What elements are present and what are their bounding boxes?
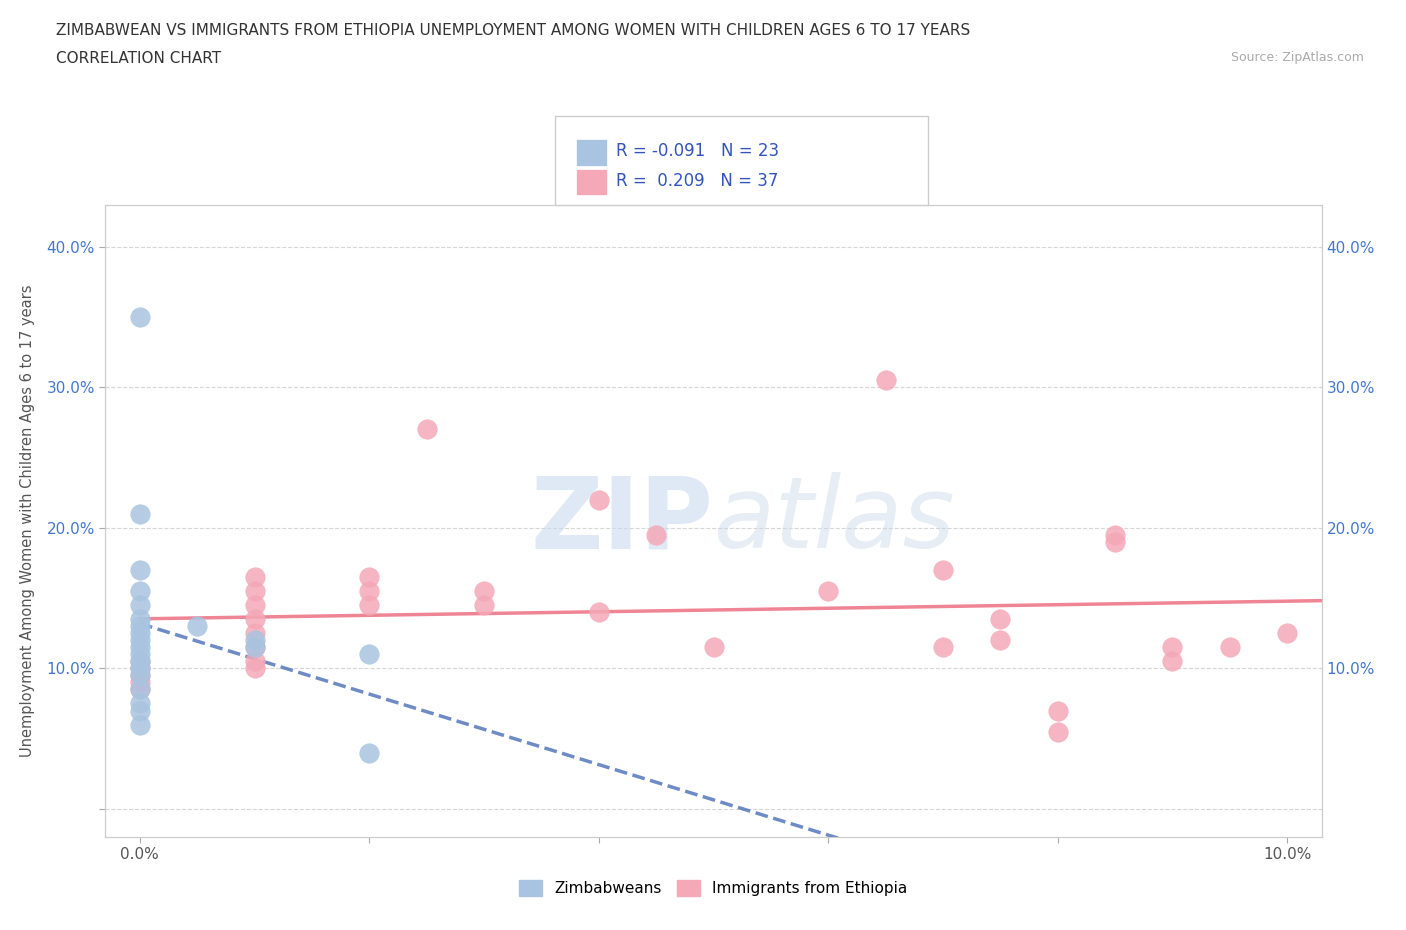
Text: ZIP: ZIP bbox=[530, 472, 713, 569]
Text: ZIMBABWEAN VS IMMIGRANTS FROM ETHIOPIA UNEMPLOYMENT AMONG WOMEN WITH CHILDREN AG: ZIMBABWEAN VS IMMIGRANTS FROM ETHIOPIA U… bbox=[56, 23, 970, 38]
Point bbox=[243, 661, 266, 676]
Point bbox=[128, 598, 150, 613]
Point bbox=[588, 492, 610, 507]
Point bbox=[128, 310, 150, 325]
Point bbox=[128, 584, 150, 599]
Point bbox=[128, 675, 150, 690]
Text: R =  0.209   N = 37: R = 0.209 N = 37 bbox=[616, 172, 778, 191]
Legend: Zimbabweans, Immigrants from Ethiopia: Zimbabweans, Immigrants from Ethiopia bbox=[513, 874, 914, 902]
Point bbox=[645, 527, 668, 542]
Point bbox=[128, 618, 150, 633]
Point bbox=[472, 598, 495, 613]
Point bbox=[128, 654, 150, 669]
Point bbox=[990, 632, 1012, 647]
Point bbox=[1219, 640, 1241, 655]
Text: CORRELATION CHART: CORRELATION CHART bbox=[56, 51, 221, 66]
Point bbox=[243, 569, 266, 584]
Point bbox=[1161, 640, 1184, 655]
Point bbox=[359, 745, 381, 760]
Point bbox=[128, 654, 150, 669]
Point bbox=[817, 584, 839, 599]
Point bbox=[1104, 527, 1126, 542]
Point bbox=[128, 563, 150, 578]
Point bbox=[243, 632, 266, 647]
Point bbox=[128, 661, 150, 676]
Point bbox=[128, 717, 150, 732]
Point bbox=[243, 626, 266, 641]
Point bbox=[243, 640, 266, 655]
Point bbox=[128, 640, 150, 655]
Point bbox=[128, 626, 150, 641]
Text: atlas: atlas bbox=[713, 472, 955, 569]
Point bbox=[243, 598, 266, 613]
Point bbox=[243, 640, 266, 655]
Text: R = -0.091   N = 23: R = -0.091 N = 23 bbox=[616, 141, 779, 160]
Point bbox=[128, 703, 150, 718]
Point bbox=[359, 598, 381, 613]
Point bbox=[128, 661, 150, 676]
Point bbox=[932, 640, 955, 655]
Point bbox=[128, 668, 150, 683]
Point bbox=[588, 604, 610, 619]
Point bbox=[128, 682, 150, 697]
Point bbox=[243, 654, 266, 669]
Point bbox=[128, 612, 150, 627]
Point bbox=[128, 647, 150, 662]
Point bbox=[359, 647, 381, 662]
Point bbox=[1046, 724, 1069, 739]
Point bbox=[1277, 626, 1299, 641]
Point bbox=[128, 696, 150, 711]
Y-axis label: Unemployment Among Women with Children Ages 6 to 17 years: Unemployment Among Women with Children A… bbox=[21, 285, 35, 757]
Point bbox=[1161, 654, 1184, 669]
Point bbox=[243, 612, 266, 627]
Point bbox=[1104, 535, 1126, 550]
Point bbox=[359, 584, 381, 599]
Point bbox=[875, 373, 897, 388]
Point bbox=[128, 668, 150, 683]
Point bbox=[990, 612, 1012, 627]
Point bbox=[128, 682, 150, 697]
Point bbox=[932, 563, 955, 578]
Point bbox=[1046, 703, 1069, 718]
Point bbox=[186, 618, 208, 633]
Point bbox=[359, 569, 381, 584]
Point bbox=[128, 632, 150, 647]
Point bbox=[702, 640, 725, 655]
Point bbox=[415, 422, 437, 437]
Point bbox=[128, 506, 150, 521]
Point bbox=[472, 584, 495, 599]
Text: Source: ZipAtlas.com: Source: ZipAtlas.com bbox=[1230, 51, 1364, 64]
Point bbox=[243, 584, 266, 599]
